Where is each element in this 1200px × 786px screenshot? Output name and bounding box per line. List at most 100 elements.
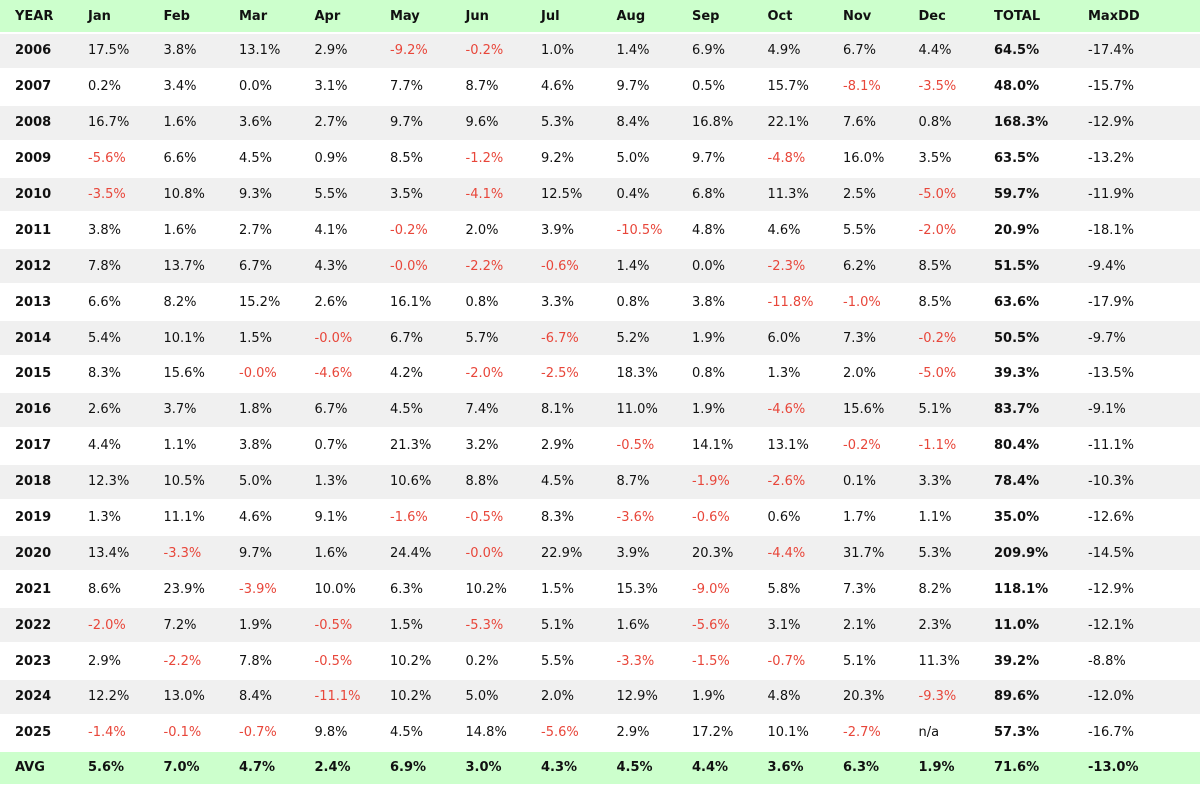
table-row: 2018 12.3% 10.5% 5.0% 1.3% 10.6% 8.8% 4.5% 8.7% -…	[0, 463, 1200, 501]
cell-may: 6.3%	[375, 571, 451, 609]
cell-feb: 1.6%	[148, 212, 224, 250]
total-cell: 35.0%	[979, 499, 1073, 537]
table-row: 2007 0.2% 3.4% 0.0% 3.1% 7.7% 8.7% 4.6% 9.7% 0.5%…	[0, 68, 1200, 106]
column-header-nov: Nov	[828, 0, 904, 34]
cell-jul: 1.5%	[526, 571, 602, 609]
cell-dec: 8.5%	[903, 248, 979, 286]
total-cell: 63.5%	[979, 140, 1073, 178]
cell-jan: 3.8%	[73, 212, 149, 250]
cell-apr: 9.8%	[299, 714, 375, 752]
total-cell: 20.9%	[979, 212, 1073, 250]
table-row: 2014 5.4% 10.1% 1.5% -0.0% 6.7% 5.7% -6.7% 5.2% 1…	[0, 320, 1200, 358]
total-cell: 51.5%	[979, 248, 1073, 286]
cell-dec: n/a	[903, 714, 979, 752]
cell-sep: 3.8%	[677, 284, 753, 322]
cell-aug: 5.0%	[601, 140, 677, 178]
cell-oct: 6.0%	[752, 320, 828, 358]
cell-mar: 3.6%	[224, 104, 300, 142]
table-row: 2011 3.8% 1.6% 2.7% 4.1% -0.2% 2.0% 3.9% -10.5% 4…	[0, 212, 1200, 250]
cell-apr: 3.1%	[299, 68, 375, 106]
avg-cell-feb: 7.0%	[148, 750, 224, 786]
cell-feb: 3.8%	[148, 33, 224, 70]
cell-jul: 8.3%	[526, 499, 602, 537]
cell-jun: -4.1%	[450, 176, 526, 214]
table-row: 2024 12.2% 13.0% 8.4% -11.1% 10.2% 5.0% 2.0% 12.…	[0, 679, 1200, 716]
cell-may: 21.3%	[375, 427, 451, 465]
cell-may: -0.2%	[375, 212, 451, 250]
cell-nov: -0.2%	[828, 427, 904, 465]
cell-nov: 2.5%	[828, 176, 904, 214]
cell-oct: 4.9%	[752, 33, 828, 70]
maxdd-cell: -11.1%	[1073, 427, 1200, 465]
cell-jan: 12.2%	[73, 679, 149, 716]
cell-apr: 0.7%	[299, 427, 375, 465]
cell-jan: -1.4%	[73, 714, 149, 752]
table-row: 2021 8.6% 23.9% -3.9% 10.0% 6.3% 10.2% 1.5% 15.3…	[0, 571, 1200, 609]
cell-dec: 4.4%	[903, 33, 979, 70]
cell-oct: 22.1%	[752, 104, 828, 142]
cell-feb: 3.4%	[148, 68, 224, 106]
cell-oct: -2.6%	[752, 463, 828, 501]
cell-nov: -8.1%	[828, 68, 904, 106]
year-cell: 2023	[0, 643, 73, 681]
cell-jan: -2.0%	[73, 607, 149, 645]
cell-nov: 7.3%	[828, 320, 904, 358]
cell-oct: -11.8%	[752, 284, 828, 322]
total-cell: 83.7%	[979, 391, 1073, 429]
cell-may: 3.5%	[375, 176, 451, 214]
cell-mar: 6.7%	[224, 248, 300, 286]
total-cell: 39.2%	[979, 643, 1073, 681]
cell-nov: 15.6%	[828, 391, 904, 429]
cell-jul: 3.9%	[526, 212, 602, 250]
cell-sep: 1.9%	[677, 391, 753, 429]
total-cell: 89.6%	[979, 679, 1073, 716]
cell-oct: 3.1%	[752, 607, 828, 645]
cell-mar: 3.8%	[224, 427, 300, 465]
total-cell: 57.3%	[979, 714, 1073, 752]
year-cell: 2022	[0, 607, 73, 645]
maxdd-cell: -12.6%	[1073, 499, 1200, 537]
year-cell: 2015	[0, 356, 73, 393]
cell-aug: 18.3%	[601, 356, 677, 393]
cell-nov: 6.2%	[828, 248, 904, 286]
cell-mar: 0.0%	[224, 68, 300, 106]
cell-sep: 4.8%	[677, 212, 753, 250]
cell-may: 10.2%	[375, 679, 451, 716]
cell-jun: 0.2%	[450, 643, 526, 681]
table-row: 2019 1.3% 11.1% 4.6% 9.1% -1.6% -0.5% 8.3% -3.6%…	[0, 499, 1200, 537]
cell-jul: -2.5%	[526, 356, 602, 393]
cell-jun: -2.0%	[450, 356, 526, 393]
cell-jul: -0.6%	[526, 248, 602, 286]
cell-mar: 9.7%	[224, 535, 300, 573]
cell-oct: 15.7%	[752, 68, 828, 106]
cell-may: 4.2%	[375, 356, 451, 393]
cell-feb: 23.9%	[148, 571, 224, 609]
column-header-aug: Aug	[601, 0, 677, 34]
cell-nov: 7.3%	[828, 571, 904, 609]
avg-cell-jul: 4.3%	[526, 750, 602, 786]
year-cell: 2009	[0, 140, 73, 178]
cell-aug: 1.4%	[601, 33, 677, 70]
cell-dec: -3.5%	[903, 68, 979, 106]
cell-jul: 9.2%	[526, 140, 602, 178]
cell-mar: 1.9%	[224, 607, 300, 645]
total-cell: 59.7%	[979, 176, 1073, 214]
cell-apr: -0.5%	[299, 607, 375, 645]
cell-jan: -5.6%	[73, 140, 149, 178]
year-cell: 2006	[0, 33, 73, 70]
header-row: YEAR Jan Feb Mar Apr May Jun Jul Aug Sep Oct Nov Dec…	[0, 0, 1200, 34]
cell-mar: -0.0%	[224, 356, 300, 393]
cell-dec: -2.0%	[903, 212, 979, 250]
cell-dec: -1.1%	[903, 427, 979, 465]
year-cell: 2018	[0, 463, 73, 501]
table-footer: AVG 5.6% 7.0% 4.7% 2.4% 6.9% 3.0% 4.3% 4.5% 4.4% 3…	[0, 750, 1200, 786]
cell-jan: 1.3%	[73, 499, 149, 537]
total-cell: 11.0%	[979, 607, 1073, 645]
year-cell: 2025	[0, 714, 73, 752]
cell-jul: 4.6%	[526, 68, 602, 106]
cell-jul: -6.7%	[526, 320, 602, 358]
avg-row: AVG 5.6% 7.0% 4.7% 2.4% 6.9% 3.0% 4.3% 4.5% 4.4% 3…	[0, 750, 1200, 786]
cell-apr: 0.9%	[299, 140, 375, 178]
cell-apr: 1.6%	[299, 535, 375, 573]
maxdd-cell: -13.2%	[1073, 140, 1200, 178]
